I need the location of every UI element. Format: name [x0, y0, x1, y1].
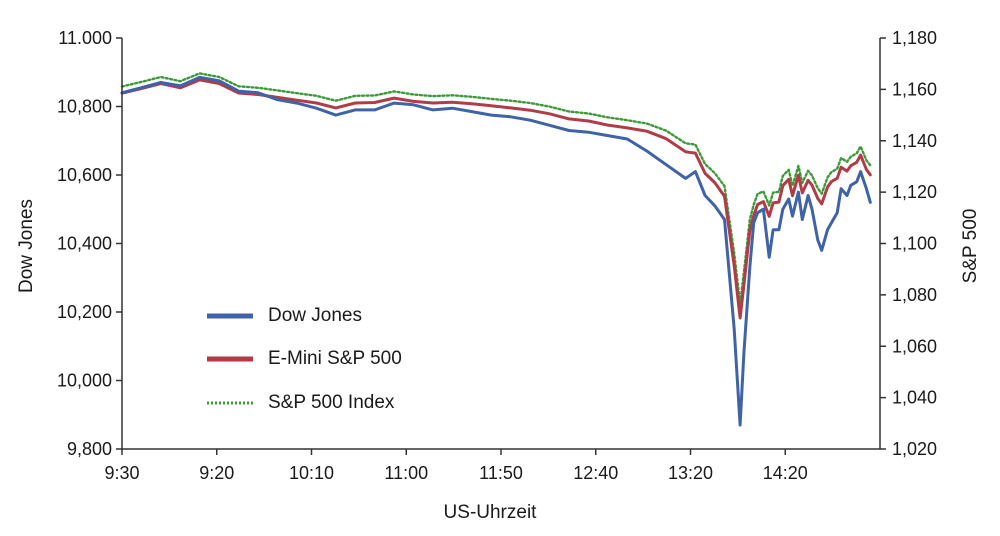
y-left-tick-label: 10,800 — [57, 97, 112, 117]
y-right-tick-label: 1,120 — [892, 182, 937, 202]
series-line-s-p-500-index — [120, 72, 872, 306]
y-right-tick-label: 1,060 — [892, 336, 937, 356]
y-right-tick-label: 1,040 — [892, 388, 937, 408]
y-right-tick-label: 1,140 — [892, 131, 937, 151]
series-line-dow-jones — [120, 75, 872, 427]
y-axis-right-title: S&P 500 — [960, 209, 981, 284]
y-right-tick-label: 1,160 — [892, 79, 937, 99]
x-tick-label: 12:40 — [573, 463, 618, 483]
x-tick-label: 11:50 — [479, 463, 523, 483]
legend-label-emini: E-Mini S&P 500 — [268, 348, 402, 369]
y-right-tick-label: 1,080 — [892, 285, 937, 305]
x-tick-label: 14:20 — [763, 463, 808, 483]
series-layer — [120, 72, 872, 427]
y-left-tick-label: 10,600 — [57, 165, 112, 185]
x-tick-label: 9:20 — [199, 463, 234, 483]
legend-label-dow-jones: Dow Jones — [268, 305, 362, 326]
y-right-tick-label: 1,020 — [892, 439, 937, 459]
y-right-tick-label: 1,100 — [892, 234, 937, 254]
y-left-tick-label: 10,400 — [57, 234, 112, 254]
x-tick-label: 11:00 — [384, 463, 428, 483]
ticks-layer: 9,800 10,000 10,200 10,400 10,600 10,800 11.00… — [57, 28, 937, 483]
legend-label-sp500-index: S&P 500 Index — [268, 392, 395, 413]
y-right-tick-label: 1,180 — [892, 28, 937, 48]
y-left-tick-label: 10,200 — [57, 302, 112, 322]
y-left-tick-label: 9,800 — [67, 439, 112, 459]
legend: Dow Jones E-Mini S&P 500 S&P 500 Index — [207, 305, 402, 413]
x-axis-title: US-Uhrzeit — [444, 502, 538, 523]
y-left-tick-label: 10,000 — [57, 371, 112, 391]
y-left-tick-label: 11.000 — [58, 28, 112, 48]
series-line-e-mini-s-p-500 — [120, 78, 872, 320]
y-axis-left-title: Dow Jones — [16, 199, 37, 293]
x-tick-label: 13:20 — [668, 463, 713, 483]
x-tick-label: 10:10 — [289, 463, 334, 483]
x-tick-label: 9:30 — [104, 463, 139, 483]
